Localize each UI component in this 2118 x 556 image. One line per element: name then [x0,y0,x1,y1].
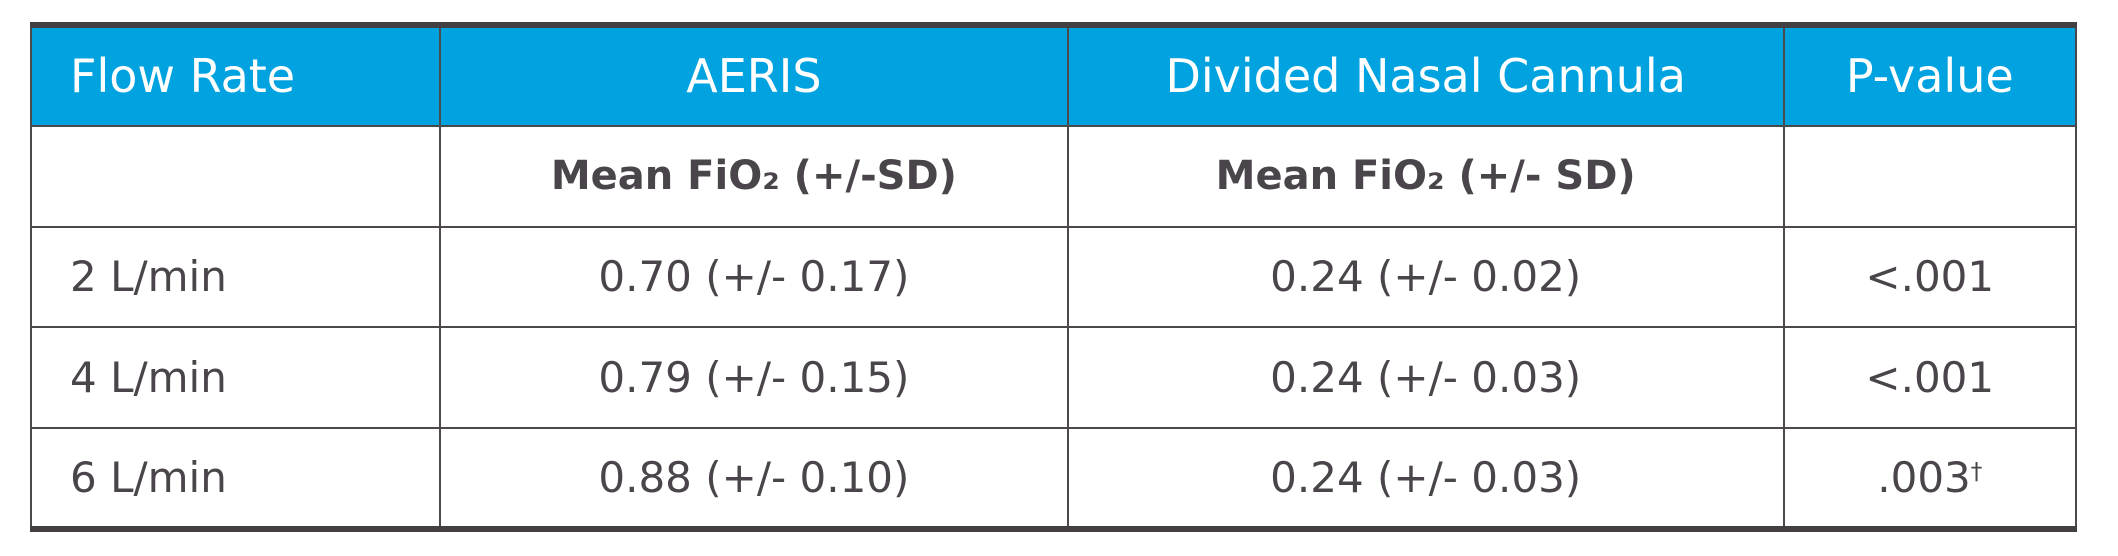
subheader-cell-aeris-mean-fio2: Mean FiO₂ (+/-SD) [439,124,1069,228]
header-cell-p-value: P-value [1782,24,2078,127]
subheader-cell-dnc-mean-fio2: Mean FiO₂ (+/- SD) [1066,124,1785,228]
table-row-4lmin: 4 L/min 0.79 (+/- 0.15) 0.24 (+/- 0.03) … [30,326,2078,430]
subheader-cell-empty-right [1782,124,2078,228]
p-value-text: <.001 [1865,252,1995,302]
cell-dnc-4lmin: 0.24 (+/- 0.03) [1066,326,1785,430]
fio2-results-table: Flow Rate AERIS Divided Nasal Cannula P-… [30,22,2078,532]
cell-aeris-6lmin: 0.88 (+/- 0.10) [439,427,1069,530]
cell-aeris-4lmin: 0.79 (+/- 0.15) [439,326,1069,430]
header-cell-aeris: AERIS [439,24,1069,127]
cell-pvalue-2lmin: <.001 [1782,225,2078,329]
cell-flow-rate-4lmin: 4 L/min [30,326,441,430]
p-value-text: <.001 [1865,353,1995,403]
cell-pvalue-4lmin: <.001 [1782,326,2078,430]
table-row-6lmin: 6 L/min 0.88 (+/- 0.10) 0.24 (+/- 0.03) … [30,427,2078,530]
subheader-row: Mean FiO₂ (+/-SD) Mean FiO₂ (+/- SD) [30,124,2078,228]
subheader-cell-empty-left [30,124,441,228]
cell-flow-rate-6lmin: 6 L/min [30,427,441,530]
cell-flow-rate-2lmin: 2 L/min [30,225,441,329]
p-value-footnote-mark: † [1970,459,1983,486]
table-row-2lmin: 2 L/min 0.70 (+/- 0.17) 0.24 (+/- 0.02) … [30,225,2078,329]
header-cell-flow-rate: Flow Rate [30,24,441,127]
p-value-text: .003 [1877,453,1971,503]
cell-dnc-6lmin: 0.24 (+/- 0.03) [1066,427,1785,530]
header-cell-divided-nasal-cannula: Divided Nasal Cannula [1066,24,1785,127]
cell-pvalue-6lmin: .003† [1782,427,2078,530]
cell-dnc-2lmin: 0.24 (+/- 0.02) [1066,225,1785,329]
cell-aeris-2lmin: 0.70 (+/- 0.17) [439,225,1069,329]
header-row: Flow Rate AERIS Divided Nasal Cannula P-… [30,24,2078,127]
